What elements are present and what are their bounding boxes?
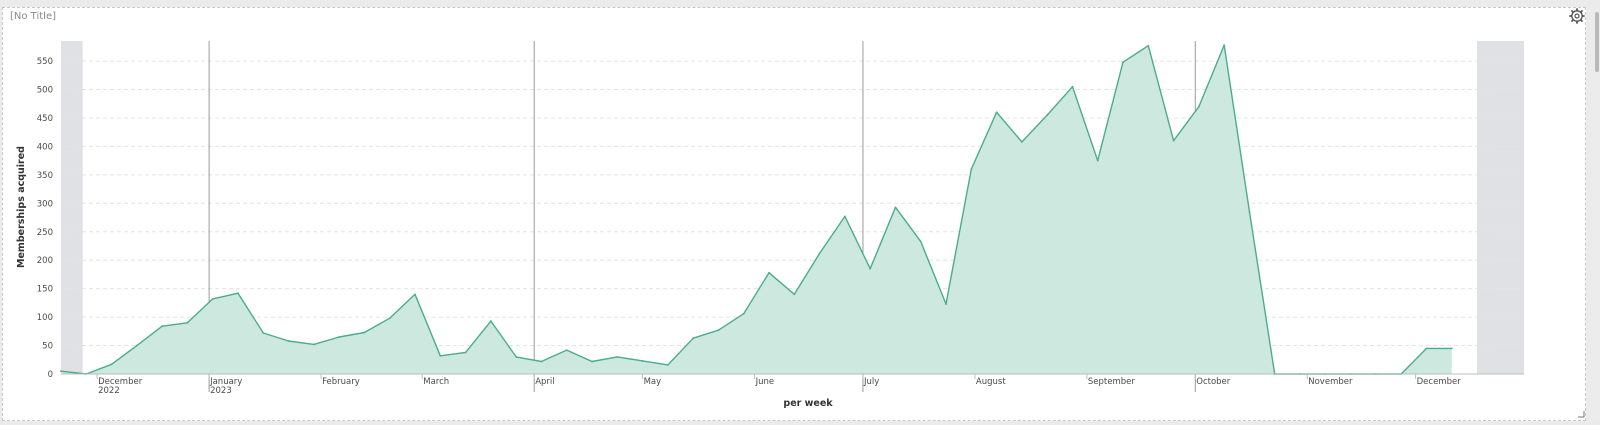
data-point bbox=[843, 215, 846, 218]
x-tick-label: October bbox=[1196, 377, 1231, 387]
x-tick-sublabel: 2023 bbox=[210, 386, 232, 396]
data-point bbox=[135, 344, 138, 347]
data-point bbox=[388, 317, 391, 320]
data-point bbox=[515, 356, 518, 358]
data-point bbox=[1425, 347, 1428, 350]
data-point bbox=[945, 303, 947, 305]
data-point bbox=[110, 363, 113, 366]
series-line bbox=[60, 44, 1452, 375]
x-tick-label: September bbox=[1088, 377, 1135, 387]
data-point bbox=[1172, 139, 1175, 142]
data-point bbox=[692, 337, 695, 340]
shaded-band-0 bbox=[61, 41, 83, 374]
data-point bbox=[818, 252, 821, 255]
y-tick-label: 150 bbox=[37, 285, 53, 295]
data-point bbox=[312, 343, 315, 346]
data-point bbox=[186, 321, 189, 324]
x-tick-label: March bbox=[423, 377, 449, 387]
data-point bbox=[1071, 85, 1074, 88]
y-tick-label: 550 bbox=[37, 57, 53, 67]
data-point bbox=[616, 356, 619, 358]
x-tick-label: November bbox=[1308, 377, 1353, 387]
y-tick-label: 50 bbox=[42, 342, 53, 352]
data-point bbox=[60, 370, 62, 373]
x-tick-label: May bbox=[644, 377, 662, 387]
data-point bbox=[287, 340, 290, 342]
data-point bbox=[237, 292, 239, 295]
y-tick-label: 400 bbox=[37, 142, 53, 152]
y-tick-label: 100 bbox=[37, 313, 53, 323]
data-point bbox=[742, 312, 745, 315]
y-tick-label: 500 bbox=[37, 86, 53, 96]
series-area-fill bbox=[61, 45, 1452, 374]
data-point bbox=[919, 240, 922, 243]
data-point bbox=[1147, 44, 1150, 47]
data-point bbox=[1450, 347, 1453, 350]
data-point bbox=[1223, 44, 1226, 47]
scrollbar-thumb[interactable] bbox=[1595, 12, 1599, 72]
x-tick-label: June bbox=[755, 377, 775, 387]
data-point bbox=[591, 360, 593, 363]
data-point bbox=[1248, 210, 1251, 213]
data-point bbox=[540, 360, 543, 363]
data-point bbox=[464, 351, 467, 354]
data-point bbox=[363, 331, 366, 334]
x-tick-label: December bbox=[1417, 377, 1462, 387]
data-point bbox=[768, 271, 770, 274]
y-tick-label: 0 bbox=[48, 370, 53, 380]
x-axis-label: per week bbox=[783, 398, 833, 409]
y-axis-ticks: 0 50 100 150 200 250 300 350 400 450 500 550 bbox=[37, 57, 53, 380]
data-point bbox=[414, 293, 416, 296]
data-point bbox=[439, 354, 442, 357]
y-tick-label: 200 bbox=[37, 256, 53, 266]
data-point bbox=[869, 267, 872, 270]
data-point bbox=[1197, 105, 1200, 108]
series-area bbox=[60, 44, 1524, 375]
x-tick-label: August bbox=[976, 377, 1006, 387]
y-tick-label: 250 bbox=[37, 228, 53, 238]
shaded-band-1 bbox=[1477, 41, 1524, 374]
x-tick-label: February bbox=[322, 377, 360, 387]
scrollbar-track[interactable] bbox=[1593, 7, 1600, 421]
resize-handle-icon[interactable] bbox=[1577, 410, 1585, 418]
x-tick-sublabel: 2022 bbox=[98, 386, 120, 396]
data-point bbox=[793, 293, 796, 296]
data-point bbox=[489, 320, 492, 322]
y-axis-label: Memberships acquired bbox=[16, 146, 27, 268]
data-point bbox=[995, 111, 998, 114]
data-point bbox=[262, 332, 265, 334]
data-point bbox=[1020, 140, 1023, 143]
data-point bbox=[894, 206, 897, 209]
data-point bbox=[641, 360, 644, 362]
data-point bbox=[666, 363, 669, 366]
y-tick-label: 450 bbox=[37, 114, 53, 124]
data-point bbox=[565, 349, 568, 352]
x-tick-label: April bbox=[535, 377, 554, 387]
data-point bbox=[211, 297, 214, 300]
x-tick-label: July bbox=[863, 377, 879, 387]
shaded-bands bbox=[61, 41, 1524, 374]
data-point bbox=[970, 168, 973, 171]
data-point bbox=[161, 325, 164, 328]
data-point bbox=[1096, 159, 1099, 162]
gear-icon[interactable] bbox=[1569, 8, 1585, 24]
data-point bbox=[717, 329, 720, 332]
data-point bbox=[1046, 114, 1049, 117]
x-tick-label: January bbox=[209, 377, 242, 387]
y-tick-label: 350 bbox=[37, 171, 53, 181]
data-point bbox=[338, 336, 341, 338]
data-point bbox=[1122, 61, 1124, 64]
x-tick-label: December bbox=[98, 377, 143, 387]
panel-title: [No Title] bbox=[10, 11, 57, 22]
y-tick-label: 300 bbox=[37, 199, 53, 209]
